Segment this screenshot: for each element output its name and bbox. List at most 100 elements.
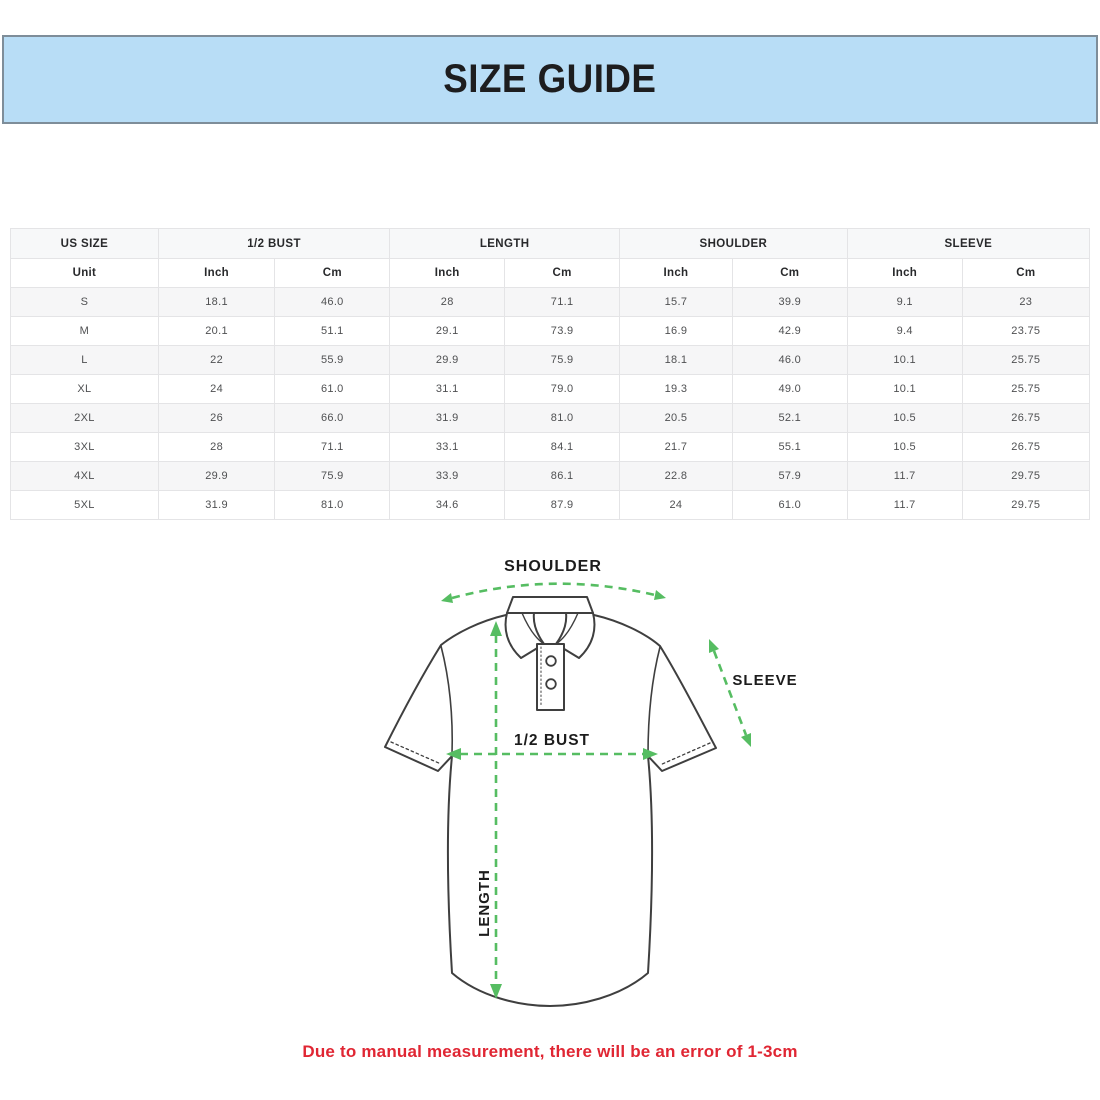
value-cell: 81.0	[504, 403, 621, 433]
collar-inner-left	[521, 612, 545, 645]
size-table: US SIZE 1/2 BUST LENGTH SHOULDER SLEEVE …	[10, 228, 1091, 520]
value-cell: 46.0	[731, 345, 848, 375]
size-table-body: S 18.1 46.0 28 71.1 15.7 39.9 9.1 23 M 20.1 51.1 29.…	[10, 287, 1091, 520]
value-cell: 29.75	[961, 461, 1091, 491]
collar-band	[506, 596, 594, 614]
sleeve-hem-left	[390, 741, 442, 765]
unit-header-cell: Unit	[10, 258, 159, 288]
value-cell: 52.1	[731, 403, 848, 433]
polo-shirt-outline	[384, 596, 717, 1007]
size-cell: L	[10, 345, 159, 375]
group-header-row: US SIZE 1/2 BUST LENGTH SHOULDER SLEEVE	[10, 228, 1091, 259]
value-cell: 29.9	[389, 345, 506, 375]
value-cell: 11.7	[846, 490, 963, 520]
table-row: L 22 55.9 29.9 75.9 18.1 46.0 10.1 25.75	[10, 345, 1091, 375]
value-cell: 29.75	[961, 490, 1091, 520]
sleeve-label: SLEEVE	[732, 672, 797, 689]
value-cell: 46.0	[274, 287, 391, 317]
size-cell: M	[10, 316, 159, 346]
arrowhead-icon	[441, 593, 453, 603]
table-row: 5XL 31.9 81.0 34.6 87.9 24 61.0 11.7 29.75	[10, 490, 1091, 520]
value-cell: 24	[157, 374, 276, 404]
value-cell: 26.75	[961, 403, 1091, 433]
shoulder-arrow	[441, 582, 666, 603]
value-cell: 25.75	[961, 345, 1091, 375]
arrowhead-icon	[490, 621, 502, 636]
value-cell: 31.9	[389, 403, 506, 433]
arrowhead-icon	[446, 748, 461, 760]
value-cell: 22.8	[619, 461, 733, 491]
value-cell: 10.5	[846, 432, 963, 462]
table-row: 4XL 29.9 75.9 33.9 86.1 22.8 57.9 11.7 29.75	[10, 461, 1091, 491]
banner: SIZE GUIDE	[2, 35, 1098, 124]
table-row: M 20.1 51.1 29.1 73.9 16.9 42.9 9.4 23.75	[10, 316, 1091, 346]
button-icon	[545, 678, 557, 690]
value-cell: 61.0	[731, 490, 848, 520]
value-cell: 9.4	[846, 316, 963, 346]
value-cell: 55.9	[274, 345, 391, 375]
measurement-arrows	[441, 582, 751, 999]
value-cell: 18.1	[619, 345, 733, 375]
column-header-length: LENGTH	[389, 228, 621, 259]
value-cell: 25.75	[961, 374, 1091, 404]
column-header-sleeve: SLEEVE	[846, 228, 1091, 259]
unit-cell: Inch	[619, 258, 733, 288]
sleeve-arrow	[709, 639, 751, 747]
value-cell: 87.9	[504, 490, 621, 520]
unit-row: Unit Inch Cm Inch Cm Inch Cm Inch Cm	[10, 258, 1091, 288]
shirt-body	[384, 614, 717, 1007]
value-cell: 21.7	[619, 432, 733, 462]
unit-cell: Cm	[274, 258, 391, 288]
length-label: LENGTH	[476, 869, 493, 937]
size-cell: XL	[10, 374, 159, 404]
collar-inner-right	[555, 612, 579, 645]
value-cell: 75.9	[274, 461, 391, 491]
value-cell: 61.0	[274, 374, 391, 404]
shirt-diagram: SHOULDER SLEEVE 1/2 BUST LENGTH	[384, 558, 797, 1007]
shoulder-label: SHOULDER	[504, 558, 602, 575]
table-row: 3XL 28 71.1 33.1 84.1 21.7 55.1 10.5 26.75	[10, 432, 1091, 462]
bust-label: 1/2 BUST	[514, 732, 590, 749]
value-cell: 79.0	[504, 374, 621, 404]
column-header-us-size: US SIZE	[10, 228, 159, 259]
value-cell: 39.9	[731, 287, 848, 317]
value-cell: 33.1	[389, 432, 506, 462]
value-cell: 71.1	[504, 287, 621, 317]
value-cell: 16.9	[619, 316, 733, 346]
unit-cell: Cm	[731, 258, 848, 288]
column-header-bust: 1/2 BUST	[157, 228, 391, 259]
arrowhead-icon	[643, 748, 658, 760]
value-cell: 55.1	[731, 432, 848, 462]
armhole-seam-right	[647, 646, 661, 756]
value-cell: 66.0	[274, 403, 391, 433]
table-row: S 18.1 46.0 28 71.1 15.7 39.9 9.1 23	[10, 287, 1091, 317]
value-cell: 71.1	[274, 432, 391, 462]
unit-cell: Cm	[961, 258, 1091, 288]
value-cell: 29.1	[389, 316, 506, 346]
value-cell: 31.9	[157, 490, 276, 520]
value-cell: 19.3	[619, 374, 733, 404]
sleeve-hem-right	[659, 742, 711, 766]
arrowhead-icon	[741, 733, 751, 747]
value-cell: 34.6	[389, 490, 506, 520]
unit-cell: Inch	[389, 258, 506, 288]
value-cell: 84.1	[504, 432, 621, 462]
value-cell: 75.9	[504, 345, 621, 375]
value-cell: 22	[157, 345, 276, 375]
value-cell: 10.1	[846, 345, 963, 375]
length-arrow	[490, 621, 502, 999]
value-cell: 10.1	[846, 374, 963, 404]
size-cell: 4XL	[10, 461, 159, 491]
value-cell: 26	[157, 403, 276, 433]
arrowhead-icon	[654, 590, 666, 600]
value-cell: 24	[619, 490, 733, 520]
value-cell: 57.9	[731, 461, 848, 491]
value-cell: 10.5	[846, 403, 963, 433]
size-table-container: US SIZE 1/2 BUST LENGTH SHOULDER SLEEVE …	[10, 228, 1091, 520]
value-cell: 20.1	[157, 316, 276, 346]
column-header-shoulder: SHOULDER	[619, 228, 848, 259]
value-cell: 31.1	[389, 374, 506, 404]
value-cell: 81.0	[274, 490, 391, 520]
value-cell: 51.1	[274, 316, 391, 346]
